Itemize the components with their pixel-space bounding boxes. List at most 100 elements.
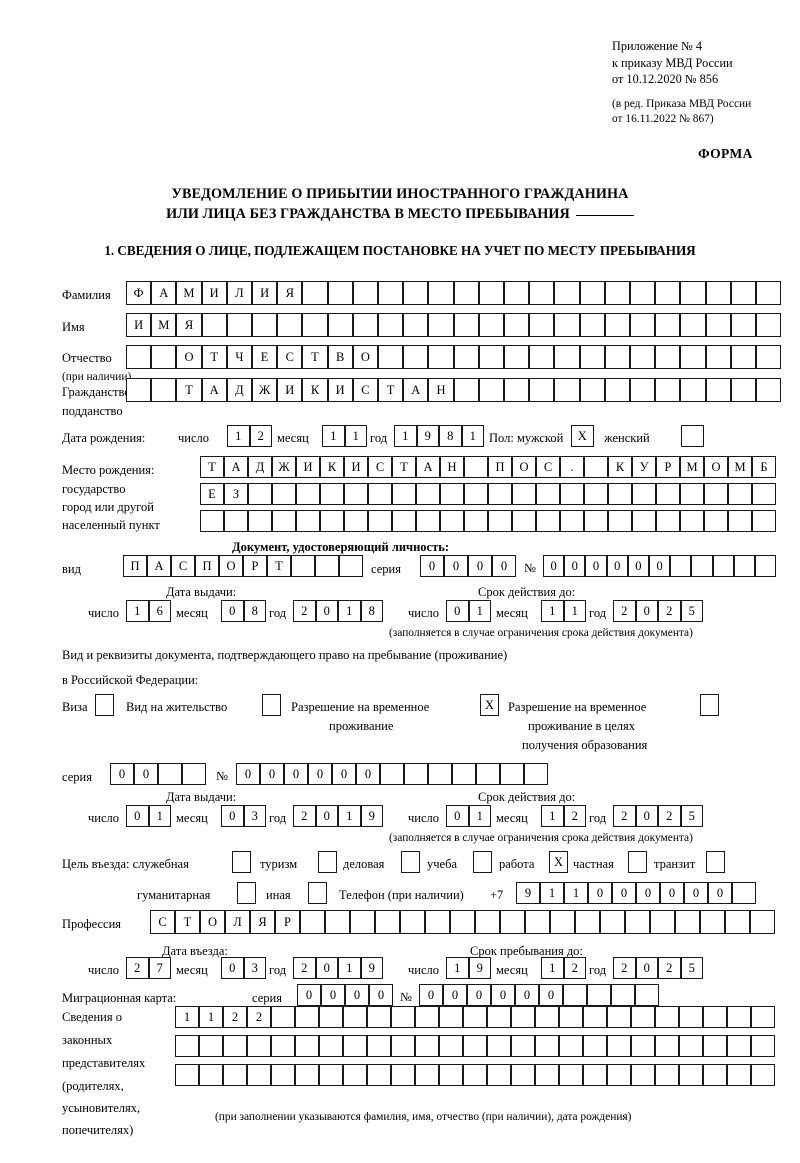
permit-number-cell[interactable]: 0 [260,763,284,785]
birth-year-cell[interactable]: 1 [394,425,417,447]
patronymic-cell[interactable]: Ч [226,345,252,369]
permit-series-cell[interactable] [158,763,182,785]
legal-rep-row2-cell[interactable] [535,1035,559,1057]
firstname-cell[interactable] [226,313,252,337]
surname-cell[interactable] [730,281,756,305]
legal-rep-row2-cell[interactable] [607,1035,631,1057]
legal-rep-row2-cell[interactable] [295,1035,319,1057]
migration-number-cell[interactable] [563,984,587,1006]
surname-cell[interactable] [428,281,454,305]
doc-series-cell[interactable]: 0 [444,555,468,577]
surname-cell[interactable] [352,281,378,305]
profession-cell[interactable] [725,910,750,934]
patronymic-cell[interactable] [529,345,555,369]
citizenship-cell[interactable]: Ж [252,378,278,402]
profession-cell[interactable] [550,910,575,934]
profession-cell[interactable] [500,910,525,934]
patronymic-cell[interactable] [730,345,756,369]
birthplace-row2-cell[interactable]: Е [200,483,224,505]
profession-cell[interactable]: Р [275,910,300,934]
citizenship-cell[interactable]: К [302,378,328,402]
legal-rep-row3-cell[interactable] [295,1064,319,1086]
entry-year-cell[interactable]: 2 [293,957,316,979]
surname-cell[interactable] [756,281,782,305]
firstname-cell[interactable] [478,313,504,337]
legal-rep-row1-cell[interactable]: 2 [247,1006,271,1028]
permit-series-cell[interactable]: 0 [110,763,134,785]
patronymic-cell[interactable] [604,345,630,369]
legal-rep-row1-cell[interactable] [559,1006,583,1028]
firstname-cell[interactable] [655,313,681,337]
legal-rep-row3-cell[interactable] [703,1064,727,1086]
permit-number-cell[interactable] [476,763,500,785]
permit-number-cell[interactable]: 0 [356,763,380,785]
birthplace-row2-cell[interactable] [752,483,776,505]
migration-number-cell[interactable]: 0 [491,984,515,1006]
legal-rep-row1-cell[interactable] [607,1006,631,1028]
birthplace-row3-cell[interactable] [656,510,680,532]
migration-number-cell[interactable] [611,984,635,1006]
legal-rep-row1-cell[interactable]: 2 [223,1006,247,1028]
legal-rep-row2-cell[interactable] [631,1035,655,1057]
legal-rep-row2-cell[interactable] [559,1035,583,1057]
patronymic-cell[interactable]: Т [302,345,328,369]
citizenship-cell[interactable] [705,378,731,402]
birthplace-row1-cell[interactable]: У [632,456,656,478]
legal-rep-row3-cell[interactable] [631,1064,655,1086]
legal-rep-row1-cell[interactable] [679,1006,703,1028]
doc-kind-cell[interactable] [339,555,363,577]
permit-number-cell[interactable] [404,763,428,785]
surname-cell[interactable]: И [252,281,278,305]
surname-cell[interactable] [655,281,681,305]
migration-series-cell[interactable]: 0 [321,984,345,1006]
citizenship-cell[interactable]: С [352,378,378,402]
patronymic-cell[interactable] [478,345,504,369]
migration-series-cell[interactable]: 0 [297,984,321,1006]
entry-month-cell[interactable]: 0 [221,957,244,979]
legal-rep-row2-cell[interactable] [175,1035,199,1057]
phone-digit-cell[interactable] [732,882,756,904]
legal-rep-row1-cell[interactable] [583,1006,607,1028]
legal-rep-row1-cell[interactable]: 1 [175,1006,199,1028]
birthplace-row3-cell[interactable] [560,510,584,532]
birth-day-cell[interactable]: 1 [227,425,250,447]
sex-male-checkbox[interactable]: X [571,425,594,447]
firstname-cell[interactable]: М [151,313,177,337]
profession-cell[interactable] [350,910,375,934]
firstname-cell[interactable] [201,313,227,337]
birthplace-row3-cell[interactable] [392,510,416,532]
legal-rep-row3-cell[interactable] [607,1064,631,1086]
legal-rep-row1-cell[interactable] [487,1006,511,1028]
birthplace-row1-cell[interactable]: К [320,456,344,478]
legal-rep-row2-cell[interactable] [415,1035,439,1057]
profession-cell[interactable] [425,910,450,934]
birthplace-row1-cell[interactable]: М [728,456,752,478]
birthplace-row2-cell[interactable] [272,483,296,505]
permit-valid-year-cell[interactable]: 0 [635,805,658,827]
profession-cell[interactable]: С [150,910,175,934]
birthplace-row3-cell[interactable] [752,510,776,532]
firstname-cell[interactable] [554,313,580,337]
citizenship-cell[interactable] [453,378,479,402]
birthplace-row3-cell[interactable] [728,510,752,532]
issue-month-cell[interactable]: 0 [221,600,244,622]
legal-rep-row2-cell[interactable] [679,1035,703,1057]
migration-number-cell[interactable]: 0 [467,984,491,1006]
valid-day-cell[interactable]: 1 [468,600,491,622]
birth-year-cell[interactable]: 1 [461,425,484,447]
phone-digit-cell[interactable]: 0 [684,882,708,904]
issue-year-cell[interactable]: 8 [360,600,383,622]
birthplace-row2-cell[interactable] [632,483,656,505]
citizenship-cell[interactable] [604,378,630,402]
migration-number-cell[interactable]: 0 [419,984,443,1006]
profession-cell[interactable]: Т [175,910,200,934]
legal-rep-row3-cell[interactable] [727,1064,751,1086]
surname-cell[interactable] [302,281,328,305]
permit-issue-year-cell[interactable]: 2 [293,805,316,827]
surname-cell[interactable] [630,281,656,305]
surname-cell[interactable] [680,281,706,305]
profession-cell[interactable] [525,910,550,934]
legal-rep-row2-cell[interactable] [463,1035,487,1057]
purpose-other-checkbox[interactable] [308,882,327,904]
firstname-cell[interactable] [529,313,555,337]
